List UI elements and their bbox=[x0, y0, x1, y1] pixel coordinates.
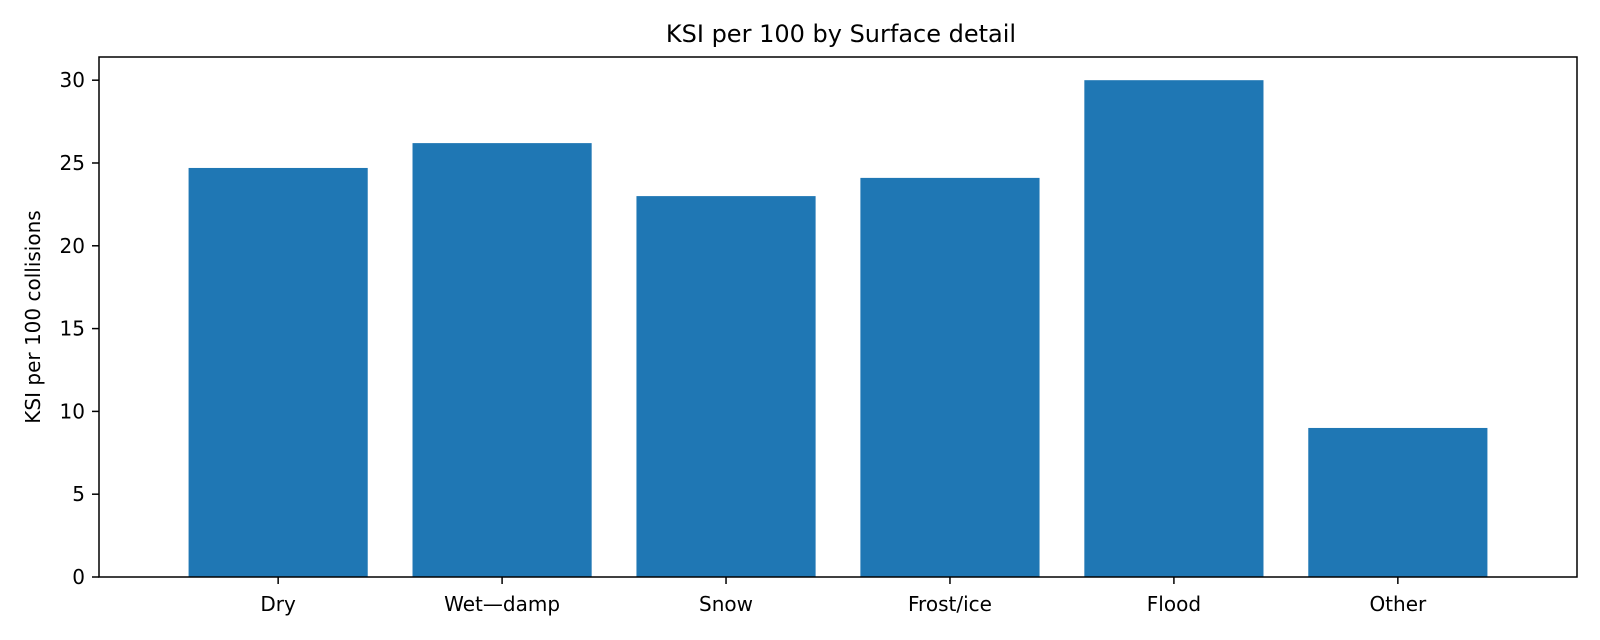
x-axis: Dry Wet—damp Snow Frost/ice Flood Other bbox=[260, 577, 1427, 616]
y-tick-label: 5 bbox=[72, 482, 85, 506]
y-tick-label: 30 bbox=[60, 68, 85, 92]
x-tick-label: Snow bbox=[699, 592, 753, 616]
y-tick-label: 25 bbox=[60, 151, 85, 175]
chart-title: KSI per 100 by Surface detail bbox=[666, 20, 1016, 48]
y-tick-label: 20 bbox=[60, 234, 85, 258]
x-tick-label: Wet—damp bbox=[444, 592, 560, 616]
y-axis-title: KSI per 100 collisions bbox=[21, 210, 45, 423]
y-axis: 0 5 10 15 20 25 30 bbox=[60, 68, 99, 589]
x-tick-label: Other bbox=[1369, 592, 1427, 616]
bar-wet-damp bbox=[413, 143, 592, 577]
y-tick-label: 10 bbox=[60, 399, 85, 423]
x-tick-label: Frost/ice bbox=[908, 592, 992, 616]
bar-dry bbox=[189, 168, 368, 577]
y-tick-label: 15 bbox=[60, 317, 85, 341]
bar-other bbox=[1308, 428, 1487, 577]
bar-snow bbox=[636, 196, 815, 577]
bars-layer bbox=[189, 80, 1488, 577]
bar-flood bbox=[1084, 80, 1263, 577]
y-tick-label: 0 bbox=[72, 565, 85, 589]
x-tick-label: Flood bbox=[1147, 592, 1201, 616]
bar-frost-ice bbox=[860, 178, 1039, 577]
x-tick-label: Dry bbox=[260, 592, 296, 616]
